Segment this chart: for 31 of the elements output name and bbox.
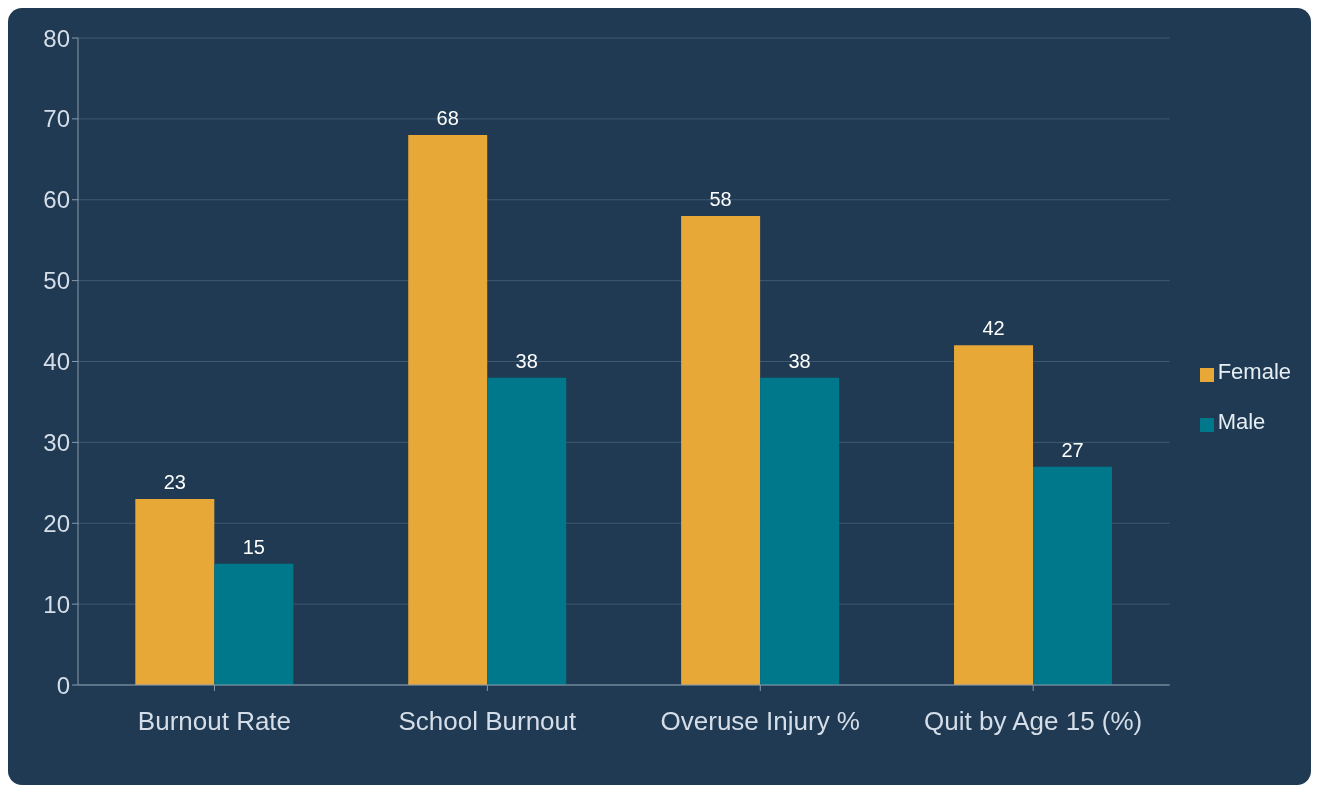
legend-label: Female xyxy=(1217,358,1291,384)
x-tick-label: School Burnout xyxy=(398,706,578,737)
y-tick-label: 70 xyxy=(43,105,70,133)
data-label: 42 xyxy=(982,317,1005,340)
data-label: 38 xyxy=(788,349,811,372)
y-tick-label: 10 xyxy=(43,590,70,618)
bar xyxy=(214,563,294,685)
x-tick-label: Burnout Rate xyxy=(137,706,292,737)
data-label: 27 xyxy=(1061,438,1084,461)
data-label: 58 xyxy=(709,187,732,210)
bar xyxy=(408,135,488,685)
data-label: 38 xyxy=(515,349,538,372)
y-tick-label: 60 xyxy=(43,186,70,214)
x-tick-label: Overuse Injury % xyxy=(660,706,860,737)
data-label: 68 xyxy=(436,107,459,130)
bar xyxy=(760,377,840,685)
bar xyxy=(681,215,761,685)
bar xyxy=(487,377,567,685)
y-tick-label: 20 xyxy=(43,509,70,537)
bar xyxy=(954,345,1034,685)
y-tick-label: 0 xyxy=(56,671,70,699)
bar xyxy=(135,498,215,685)
x-tick-label: Quit by Age 15 (%) xyxy=(924,706,1143,737)
data-label: 15 xyxy=(242,535,265,558)
y-tick-label: 50 xyxy=(43,267,70,295)
legend-label: Male xyxy=(1217,408,1266,434)
y-tick-label: 80 xyxy=(43,24,70,52)
y-tick-label: 30 xyxy=(43,428,70,456)
data-label: 23 xyxy=(163,470,186,493)
bar xyxy=(1033,466,1113,685)
y-tick-label: 40 xyxy=(43,348,70,376)
